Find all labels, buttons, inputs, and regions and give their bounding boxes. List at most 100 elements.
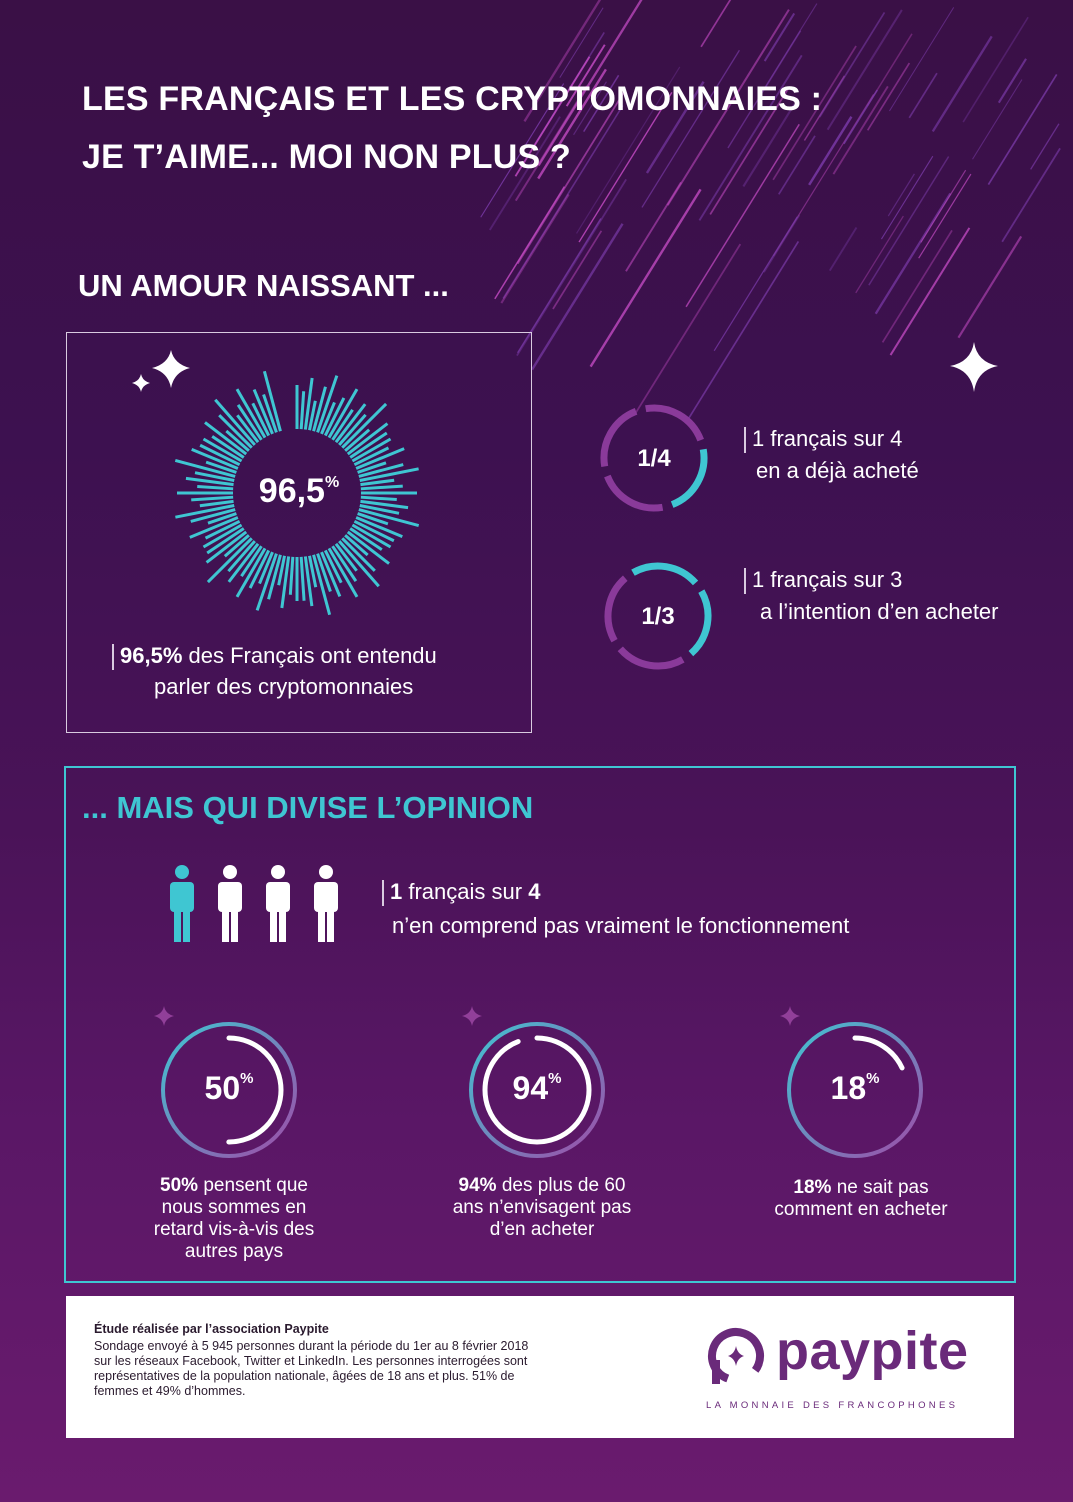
- burst-ray: [351, 523, 392, 549]
- burst-ray: [331, 545, 358, 582]
- streak-line: [826, 9, 903, 131]
- fraction-a-label: 1/4: [637, 445, 671, 472]
- streak-line: [713, 216, 798, 352]
- streak-line: [500, 193, 570, 304]
- paypite-logo-text: paypite: [776, 1321, 969, 1381]
- stat-b-line1: 1 français sur 3: [744, 564, 902, 595]
- streak-line: [908, 72, 938, 119]
- ring-value: 18%: [830, 1070, 880, 1106]
- streak-line: [742, 103, 796, 188]
- burst-ray: [349, 527, 383, 551]
- streak-line: [698, 54, 803, 221]
- streak-line: [880, 155, 934, 240]
- burst-ray: [344, 534, 369, 557]
- streak-line: [488, 116, 561, 231]
- ring-value: 94%: [512, 1070, 562, 1106]
- streak-line: [578, 91, 673, 243]
- burst-ray: [334, 403, 367, 444]
- burst-ray: [288, 556, 295, 595]
- burst-ray: [303, 556, 314, 607]
- burst-ray: [360, 495, 397, 502]
- streak-line: [727, 30, 802, 149]
- burst-ray: [174, 458, 236, 478]
- streak-line: [868, 156, 950, 286]
- percent-ring-50: 50%: [144, 1000, 314, 1170]
- streak-line: [832, 85, 889, 175]
- burst-ray: [236, 414, 260, 444]
- burst-ray: [240, 545, 263, 577]
- streak-line: [866, 62, 911, 131]
- burst-ray: [262, 370, 282, 432]
- burst-ray: [227, 542, 260, 583]
- burst-ray: [316, 375, 339, 433]
- streak-line: [808, 116, 853, 186]
- streak-line: [686, 240, 800, 420]
- burst-ray: [308, 555, 318, 588]
- burst-ray: [214, 398, 256, 446]
- streak-line: [583, 74, 620, 133]
- streak-line: [480, 83, 565, 218]
- burst-ray: [223, 534, 250, 558]
- streak-line: [972, 79, 1023, 160]
- stat-bar: [382, 880, 384, 907]
- burst-ray: [353, 519, 395, 543]
- burst-ray: [323, 397, 346, 437]
- section1-heading: UN AMOUR NAISSANT ...: [78, 268, 449, 303]
- ring-caption-18: 18% ne sait pas comment en acheter: [774, 1177, 948, 1220]
- streak-line: [625, 181, 682, 272]
- streak-line: [957, 235, 1023, 339]
- streak-line: [709, 87, 790, 215]
- radial-caption-line2: parler des cryptomonnaies: [154, 674, 414, 699]
- streak-line: [552, 230, 603, 310]
- streak-line: [516, 178, 627, 357]
- burst-ray: [189, 516, 239, 539]
- radial-caption: 96,5% des Français ont entendu: [112, 640, 437, 671]
- streak-line: [962, 16, 1029, 123]
- streak-line: [516, 90, 626, 265]
- streak-line: [918, 173, 972, 259]
- streak-line: [763, 12, 796, 62]
- streak-line: [889, 7, 955, 112]
- burst-ray: [206, 537, 253, 584]
- stat-a-line1: 1 français sur 4: [744, 423, 902, 454]
- sparkle-icon: [132, 350, 190, 392]
- streak-line: [987, 74, 1058, 186]
- burst-ray: [320, 551, 342, 598]
- burst-ray: [227, 540, 256, 573]
- streak-line: [1030, 123, 1060, 170]
- burst-ray: [206, 527, 245, 555]
- burst-ray: [194, 471, 235, 482]
- percent-ring-graphic: [780, 1006, 923, 1158]
- streak-line: [685, 123, 800, 308]
- burst-ray: [358, 463, 404, 478]
- burst-ray: [225, 429, 250, 452]
- streak-line: [763, 214, 801, 273]
- streak-line: [997, 58, 1027, 104]
- streak-line: [537, 0, 643, 167]
- ring-segment: [604, 562, 712, 670]
- burst-ray: [360, 478, 395, 487]
- streak-line: [516, 218, 602, 354]
- burst-ray: [308, 400, 317, 431]
- people-icons: [168, 864, 358, 948]
- burst-ray: [357, 461, 387, 474]
- burst-ray: [204, 421, 248, 456]
- burst-ray: [191, 495, 234, 502]
- streak-line: [887, 173, 915, 217]
- people-stat-line1: 1 français sur 4: [382, 876, 540, 907]
- people-stat-line2: n’en comprend pas vraiment le fonctionne…: [392, 913, 850, 938]
- ring-segment: [600, 404, 708, 512]
- burst-ray: [199, 443, 241, 467]
- ring-value: 50%: [204, 1070, 254, 1106]
- burst-ray: [327, 547, 359, 598]
- streak-line: [641, 49, 740, 208]
- streak-line: [559, 7, 604, 78]
- burst-ray: [248, 549, 271, 589]
- burst-ray: [331, 409, 354, 441]
- streak-line: [565, 44, 606, 107]
- opinion-box: [64, 766, 1016, 1283]
- burst-ray: [211, 435, 245, 459]
- burst-ray: [199, 499, 234, 508]
- sparkle-icon: [950, 342, 998, 392]
- burst-ray: [327, 388, 359, 439]
